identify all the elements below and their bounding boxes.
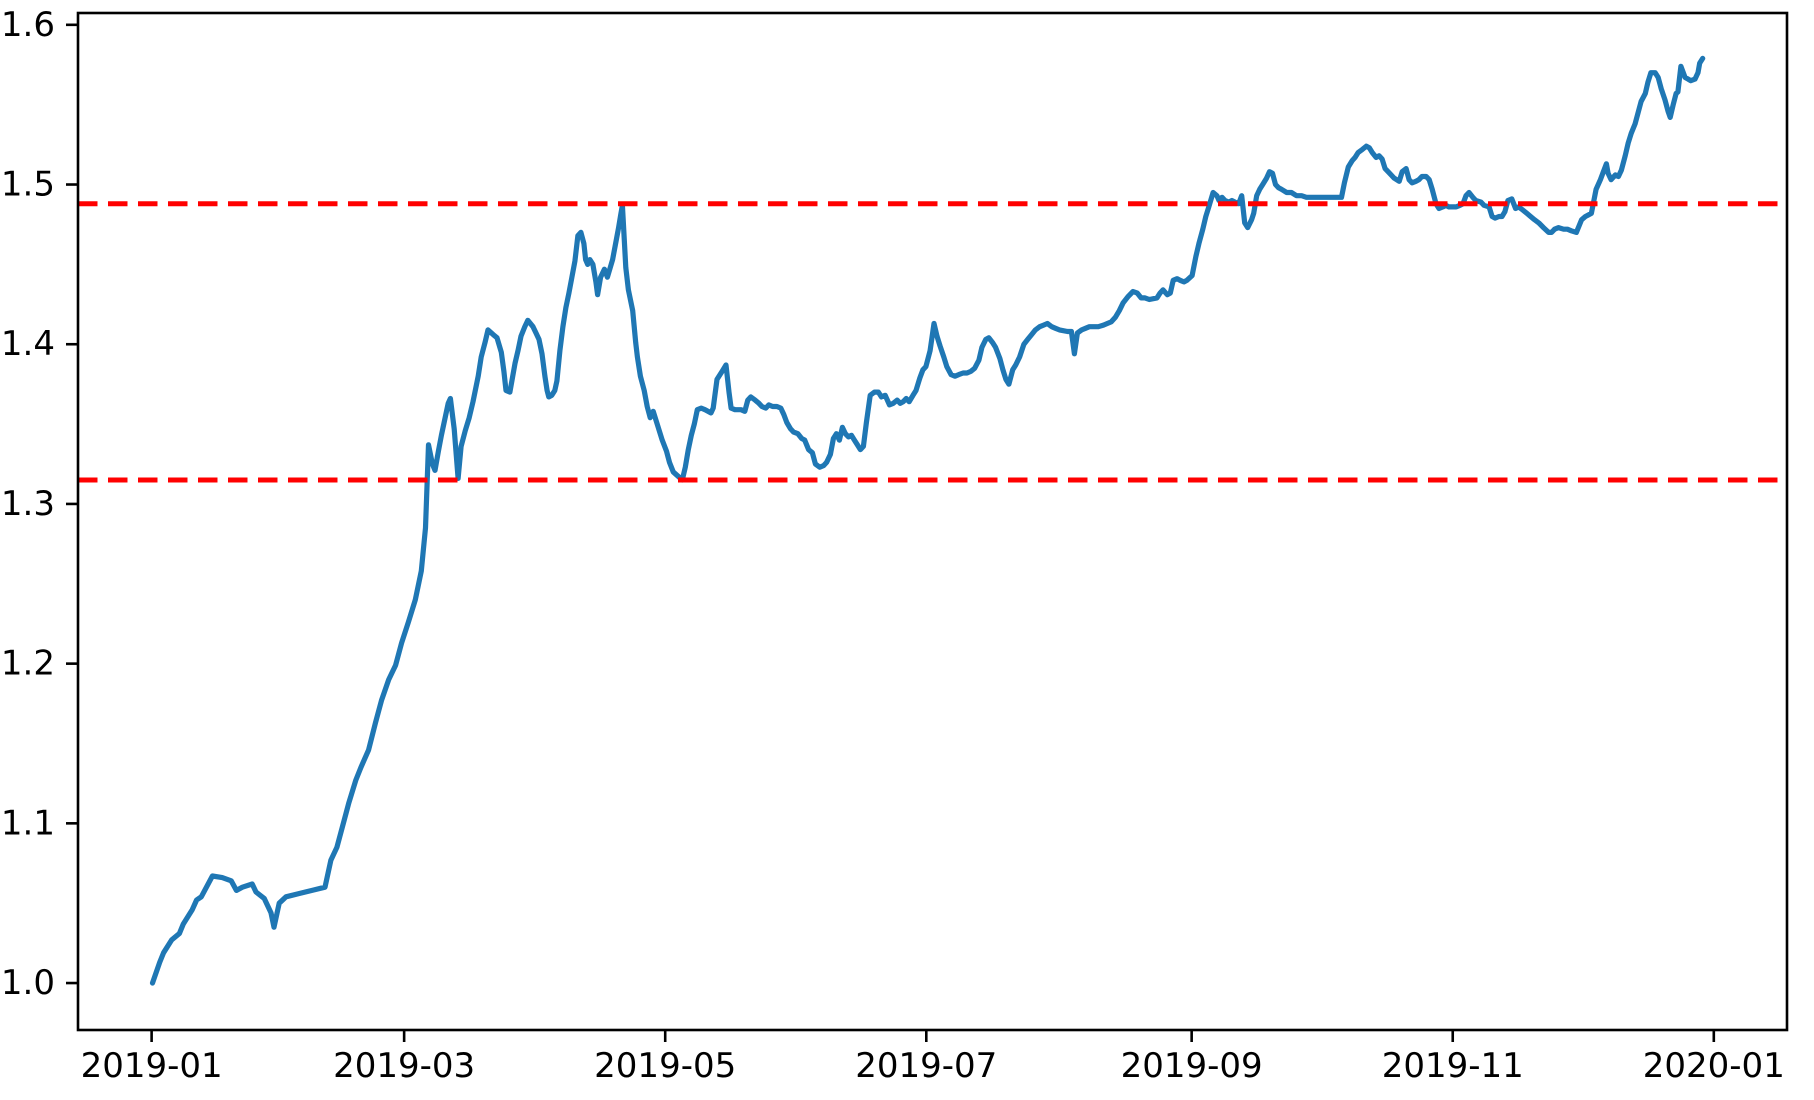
y-tick-label: 1.2	[1, 644, 55, 684]
y-tick-label: 1.3	[1, 484, 55, 524]
x-tick-label: 2019-09	[1121, 1046, 1263, 1086]
y-tick-label: 1.0	[1, 963, 55, 1003]
x-tick-label: 2019-11	[1382, 1046, 1524, 1086]
x-tick-label: 2020-01	[1643, 1046, 1785, 1086]
y-tick-label: 1.4	[1, 324, 55, 364]
x-tick-label: 2019-05	[594, 1046, 736, 1086]
plot-border	[76, 11, 1789, 1032]
y-tick-label: 1.6	[1, 5, 55, 45]
y-tick-label: 1.5	[1, 165, 55, 205]
x-tick-label: 2019-07	[855, 1046, 997, 1086]
normalized-price-line	[149, 55, 1706, 986]
y-tick-label: 1.1	[1, 803, 55, 843]
x-tick-label: 2019-01	[81, 1046, 223, 1086]
x-tick-label: 2019-03	[333, 1046, 475, 1086]
